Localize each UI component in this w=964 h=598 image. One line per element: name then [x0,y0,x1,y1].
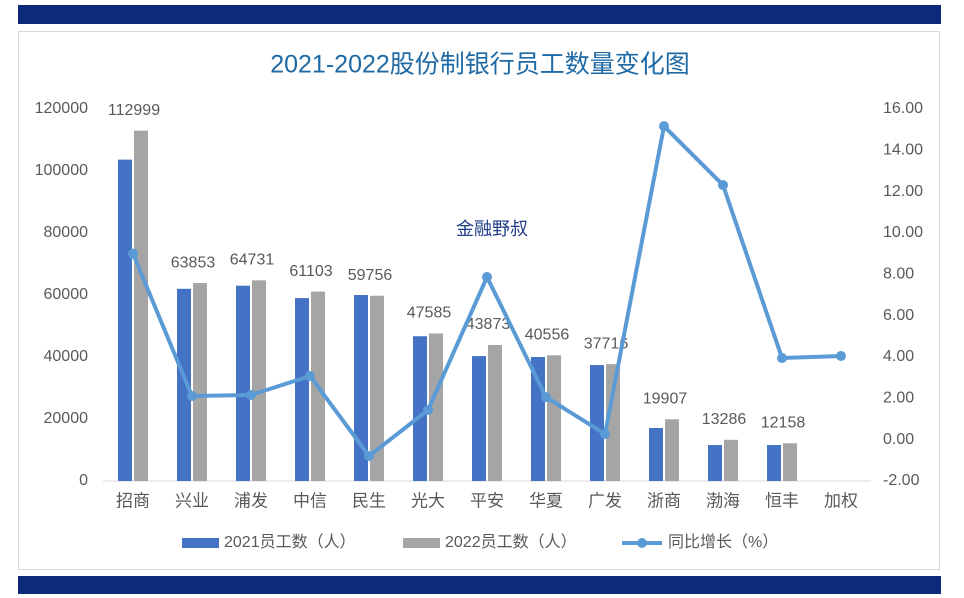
y-tick-label: 100000 [35,162,88,179]
x-tick-label: 恒丰 [765,491,799,510]
y2-tick-label: 4.00 [883,348,914,365]
bar [252,280,266,481]
x-tick-label: 渤海 [706,491,740,510]
top-band [18,5,941,24]
bar [370,295,384,481]
x-tick-label: 平安 [470,491,504,510]
bar [472,356,486,481]
x-tick-label: 加权 [824,491,858,510]
x-tick-label: 华夏 [529,491,563,510]
data-label: 64731 [230,252,275,269]
line-marker [187,391,197,402]
bar [193,283,207,481]
line-marker [600,429,610,440]
y2-tick-label: 8.00 [883,266,914,283]
line-marker [364,450,374,461]
y-tick-label: 80000 [44,224,89,241]
y2-tick-label: 6.00 [883,307,914,324]
bottom-band [18,576,941,594]
data-label: 61103 [289,263,332,280]
y2-tick-label: 0.00 [883,431,914,448]
data-label: 59756 [348,267,393,284]
y-tick-label: 120000 [35,100,88,117]
bar [177,288,191,481]
data-label: 112999 [108,102,160,119]
legend-label: 2022员工数（人） [445,533,577,551]
bar [236,285,250,481]
bar [708,445,722,481]
x-tick-label: 招商 [116,491,150,510]
line-marker [246,390,256,401]
legend-label: 2021员工数（人） [224,533,356,551]
bar [606,364,620,481]
bar [488,344,502,481]
bar [649,427,663,481]
bar [295,298,309,481]
bar [724,439,738,481]
line-marker [423,405,433,416]
line-marker [128,248,138,259]
y2-tick-label: 16.00 [883,100,923,117]
legend-swatch [403,538,440,548]
data-label: 40556 [525,326,570,343]
x-tick-label: 民生 [352,491,386,510]
x-tick-label: 浦发 [234,491,268,510]
data-label: 19907 [643,391,688,408]
x-tick-label: 兴业 [175,491,209,510]
data-label: 13286 [702,411,747,428]
line-marker [541,392,551,403]
bar [134,130,148,481]
y2-tick-label: 2.00 [883,390,914,407]
line-marker [305,371,315,382]
legend-label: 同比增长（%） [668,533,778,551]
data-label: 37716 [584,335,629,352]
line-marker [777,353,787,364]
line-marker [482,272,492,283]
bar [531,357,545,481]
bar [547,355,561,481]
bar [783,443,797,481]
annotation: 金融野叔 [456,219,528,239]
bar [118,159,132,481]
y-tick-label: 40000 [44,348,89,365]
bar [590,365,604,481]
chart-title: 2021-2022股份制银行员工数量变化图 [270,51,690,79]
legend-marker [637,538,647,548]
data-label: 47585 [407,305,452,322]
x-tick-label: 光大 [411,491,445,510]
y2-tick-label: -2.00 [883,472,920,489]
y2-tick-label: 12.00 [883,183,923,200]
bar [429,333,443,481]
y-tick-label: 0 [79,472,88,489]
x-tick-label: 浙商 [647,491,681,510]
line-marker [659,121,669,132]
bar [413,336,427,481]
data-label: 12158 [761,415,806,432]
y-tick-label: 60000 [44,286,89,303]
y2-tick-label: 10.00 [883,224,923,241]
legend-swatch [182,538,219,548]
line-marker [836,350,846,361]
bar [354,295,368,481]
x-tick-label: 广发 [588,491,622,510]
bar [767,445,781,481]
x-tick-label: 中信 [293,491,327,510]
data-label: 43873 [466,316,511,333]
bar [665,419,679,481]
data-label: 63853 [171,254,216,271]
y-tick-label: 20000 [44,410,89,427]
y2-tick-label: 14.00 [883,142,923,159]
line-marker [718,180,728,191]
